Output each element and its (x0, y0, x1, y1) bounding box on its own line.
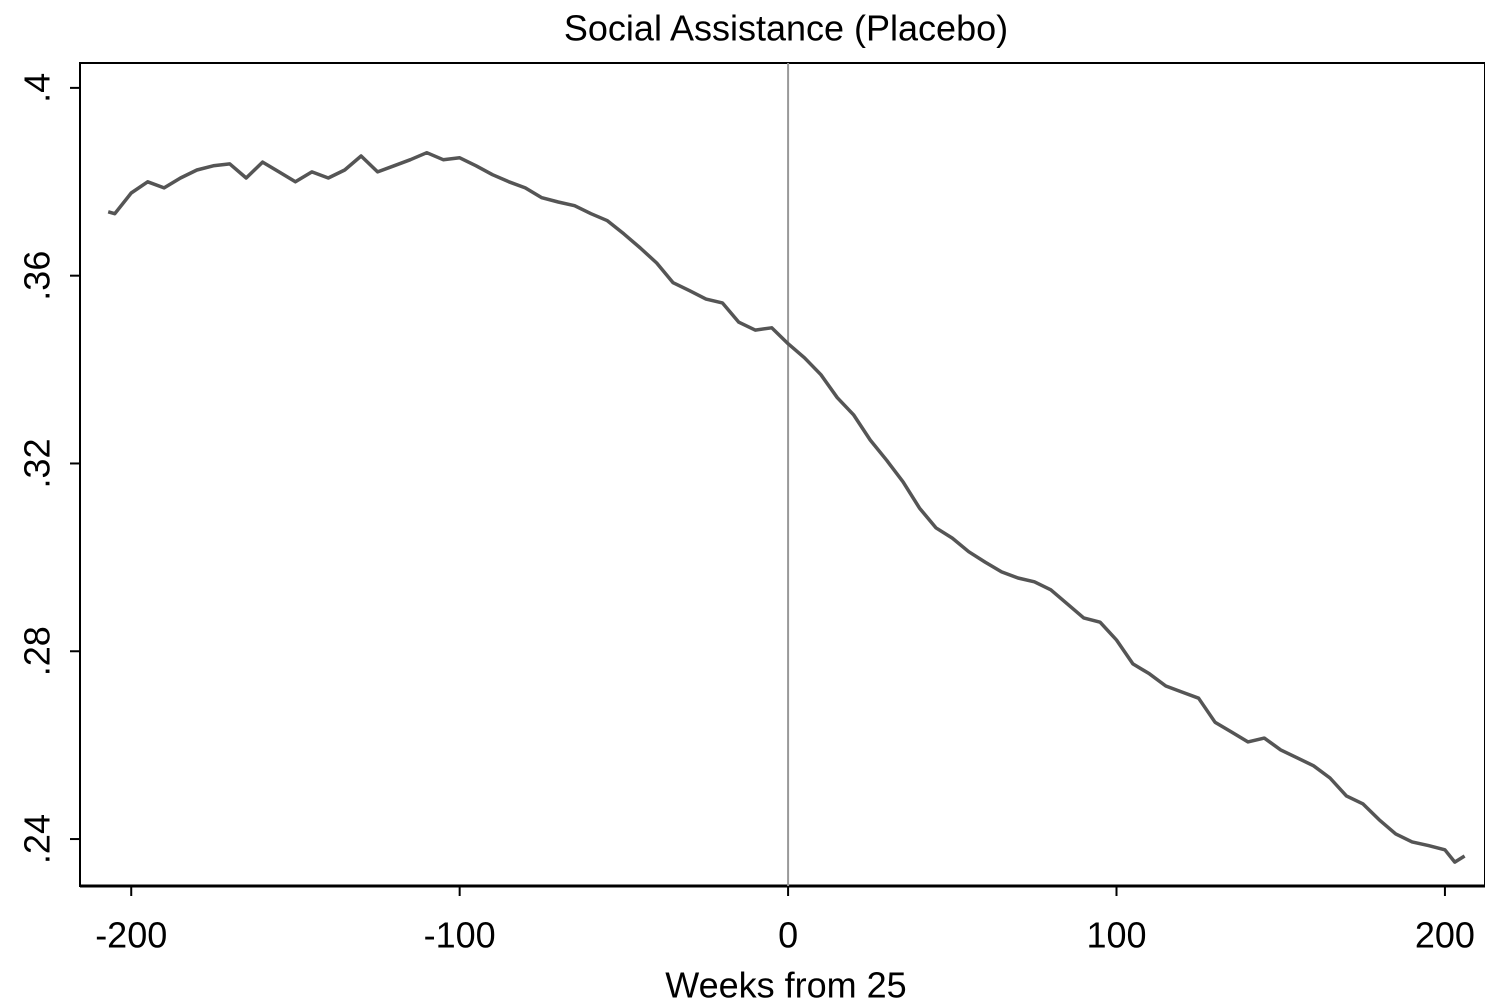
x-tick-label: 200 (1415, 915, 1475, 956)
y-tick-label: .24 (17, 814, 58, 864)
y-tick-label: .32 (17, 438, 58, 488)
x-tick-label: 0 (778, 915, 798, 956)
plot-frame (79, 62, 1485, 887)
y-tick-label: .36 (17, 251, 58, 301)
x-tick-label: 100 (1086, 915, 1146, 956)
x-tick-label: -200 (95, 915, 167, 956)
y-tick-label: .28 (17, 626, 58, 676)
y-tick-label: .4 (17, 73, 58, 103)
x-tick-label: -100 (424, 915, 496, 956)
chart-title: Social Assistance (Placebo) (564, 8, 1008, 49)
data-line (107, 150, 1466, 864)
x-axis-label: Weeks from 25 (665, 965, 906, 1006)
